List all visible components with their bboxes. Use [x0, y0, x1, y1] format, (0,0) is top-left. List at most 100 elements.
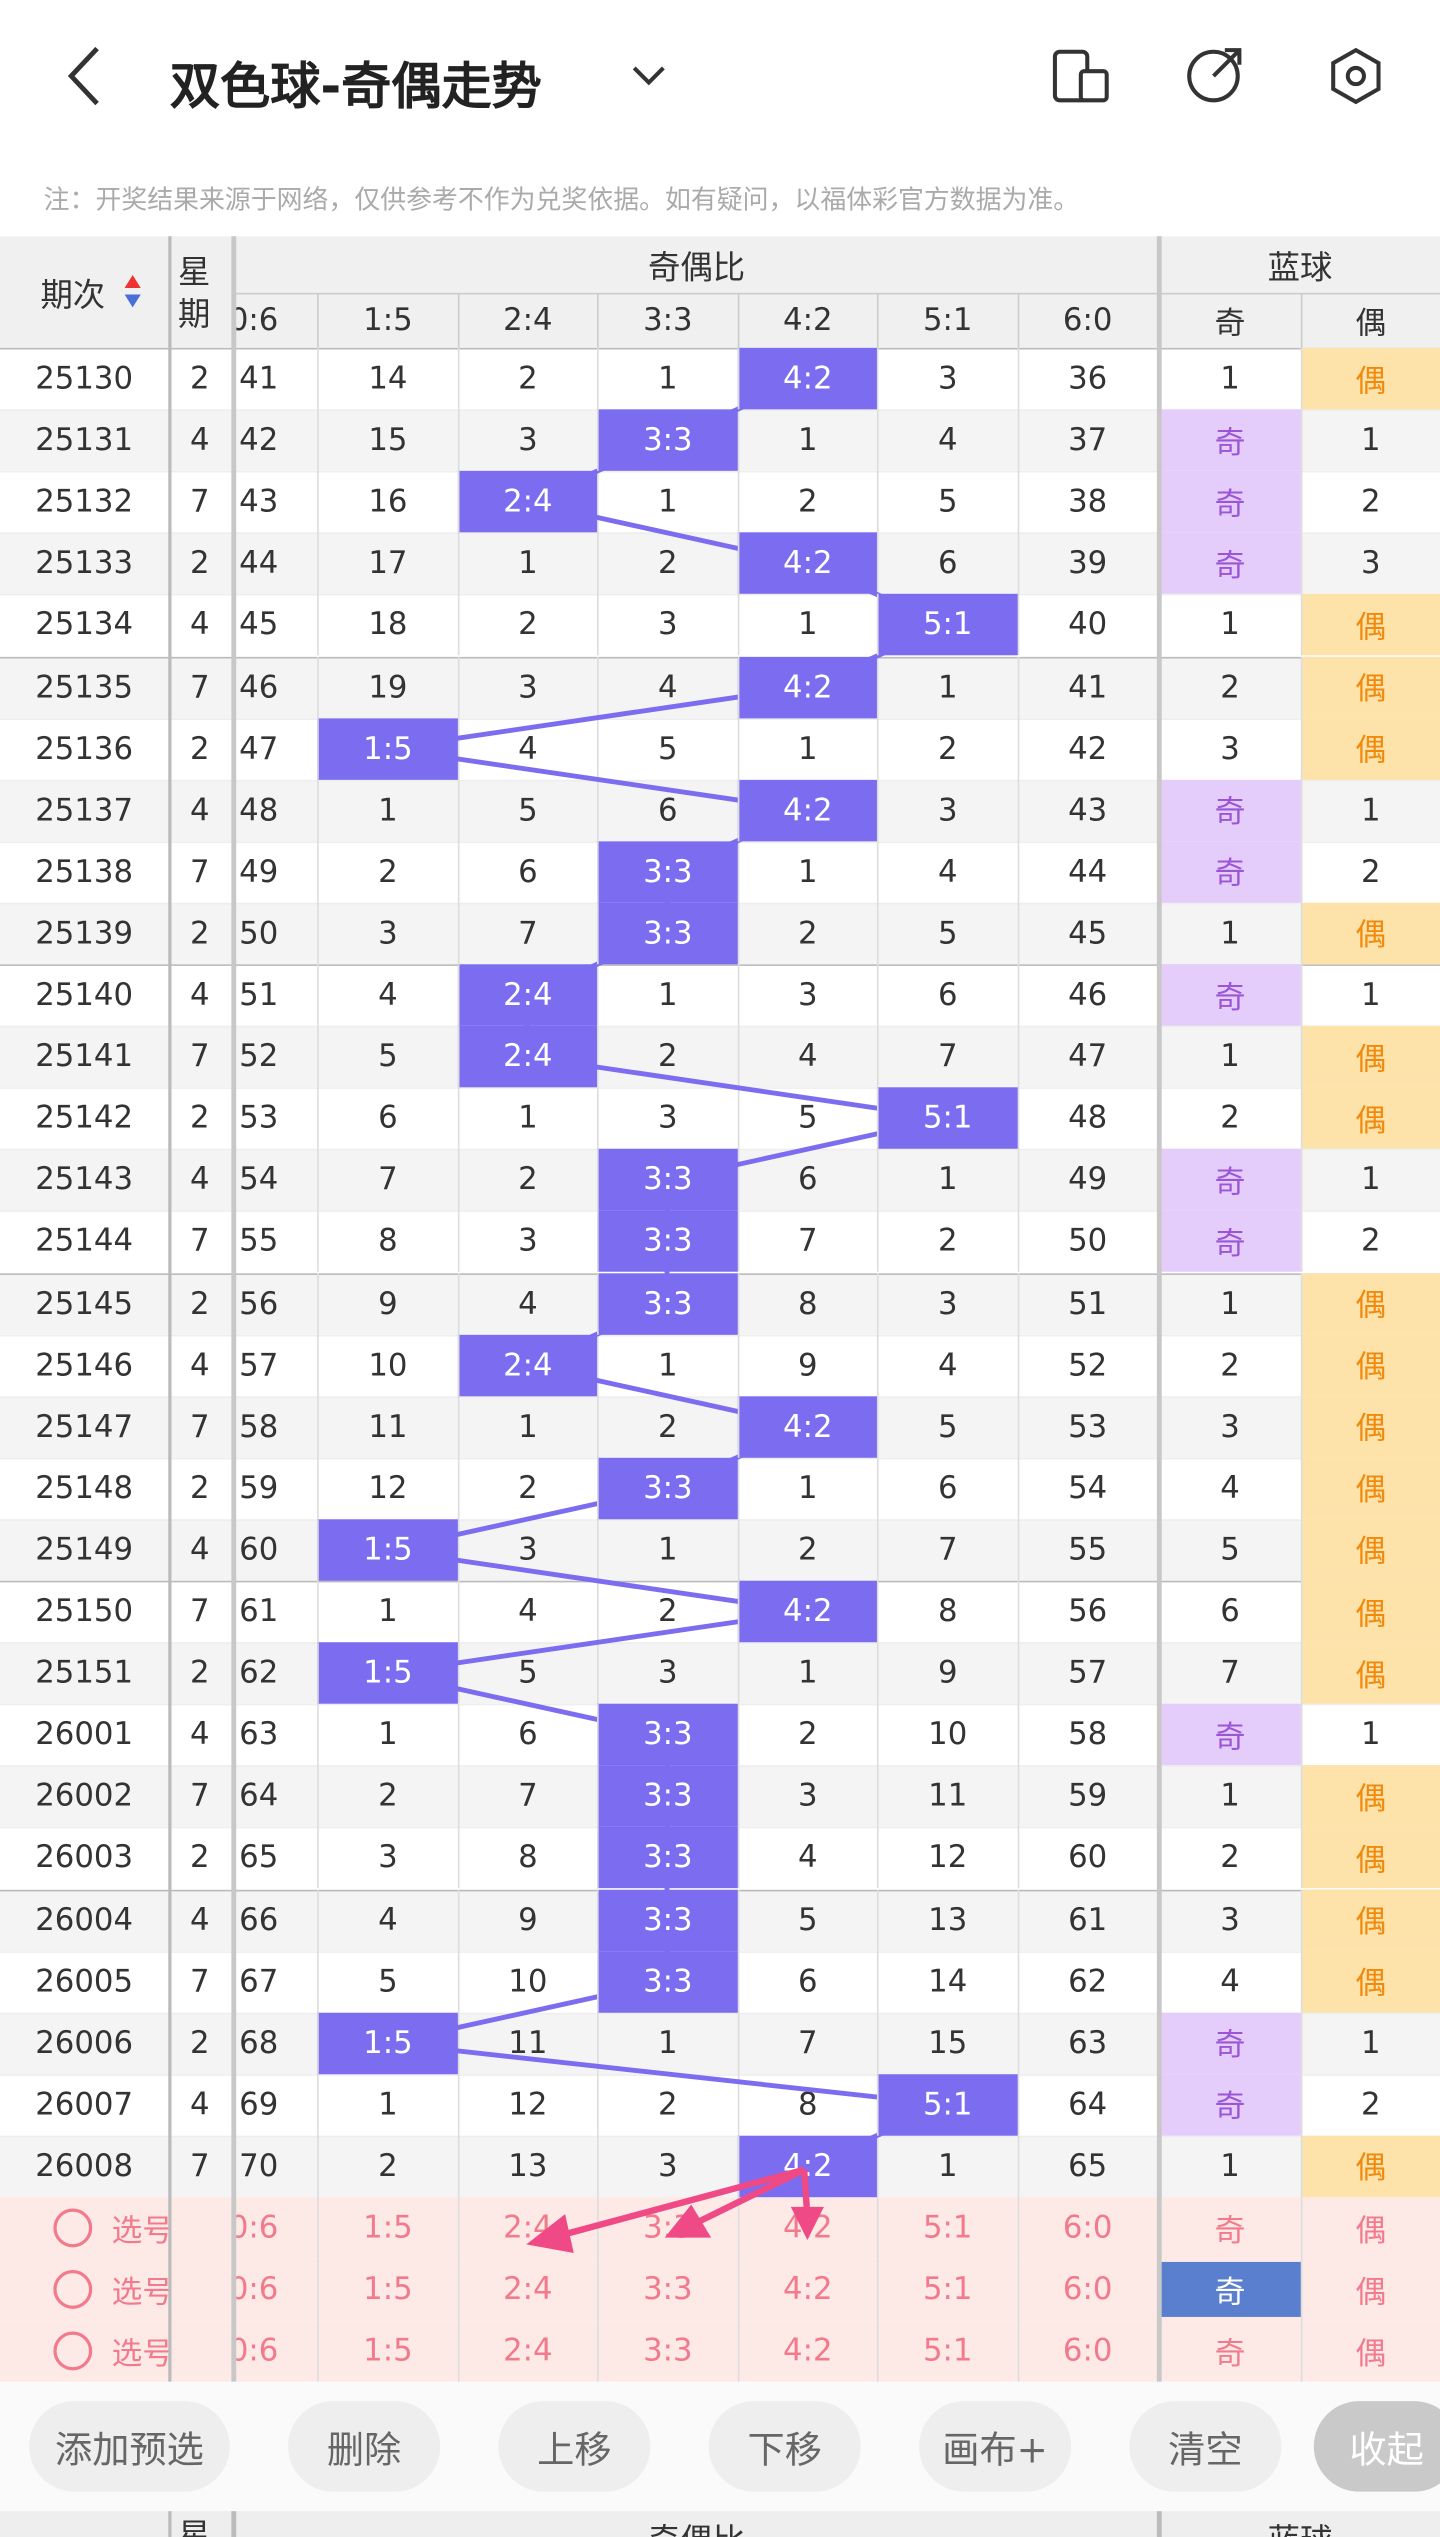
- weekday-cell: 4: [190, 1717, 210, 1753]
- ratio-miss-cell: 67: [239, 1963, 279, 2000]
- toolbar-button[interactable]: 删除: [288, 2401, 441, 2492]
- ratio-miss-cell: 13: [457, 2135, 597, 2198]
- ratio-miss-cell: 53: [1016, 1395, 1157, 1458]
- blue-miss-cell: 2: [1300, 471, 1440, 533]
- dropdown-button[interactable]: [632, 66, 665, 86]
- pick-blue-option[interactable]: 奇: [1214, 2335, 1246, 2372]
- pick-ratio-option[interactable]: 1:5: [317, 2320, 457, 2382]
- pick-blue-option[interactable]: 偶: [1300, 2320, 1440, 2382]
- pick-ratio-option[interactable]: 3:3: [597, 2258, 737, 2321]
- ratio-miss-cell: 5: [876, 902, 1017, 965]
- pick-ratio-option[interactable]: 1:5: [317, 2197, 457, 2259]
- pick-ratio-option[interactable]: 5:1: [876, 2197, 1017, 2259]
- pick-ratio-option[interactable]: 6:0: [1016, 2320, 1157, 2382]
- pick-ratio-option[interactable]: 5:1: [876, 2320, 1017, 2382]
- sort-icon[interactable]: [123, 272, 142, 311]
- blue-miss-cell: 7: [1220, 1655, 1240, 1692]
- ratio-miss-cell: 2: [597, 1580, 737, 1643]
- ratio-miss-cell: 49: [1016, 1149, 1157, 1211]
- pick-ratio-option[interactable]: 6:0: [1016, 2258, 1157, 2321]
- pick-ratio-option[interactable]: 2:4: [457, 2258, 597, 2321]
- issue-cell: 26008: [35, 2148, 134, 2185]
- ratio-miss-cell: 2: [597, 2073, 737, 2136]
- ratio-hit-cell: 3:3: [597, 1149, 737, 1211]
- ratio-miss-cell: 3: [317, 1827, 457, 1889]
- column-divider: [1156, 2511, 1162, 2537]
- pick-ratio-option[interactable]: 0:6: [236, 2271, 279, 2308]
- ratio-miss-cell: 6: [317, 1087, 457, 1150]
- ratio-miss-cell: 1: [876, 656, 1017, 718]
- pick-blue-selected[interactable]: 奇: [1160, 2261, 1301, 2317]
- pick-ratio-option[interactable]: 2:4: [457, 2320, 597, 2382]
- back-button[interactable]: [67, 46, 99, 106]
- toolbar-button[interactable]: 画布+: [919, 2401, 1072, 2492]
- pick-radio[interactable]: [53, 2270, 93, 2309]
- share-icon[interactable]: [1187, 49, 1240, 103]
- blue-miss-cell: 1: [1300, 1149, 1440, 1211]
- ratio-miss-cell: 6: [876, 1457, 1017, 1520]
- ratio-miss-cell: 63: [1016, 2012, 1157, 2074]
- settings-icon[interactable]: [1331, 47, 1381, 105]
- pick-ratio-option[interactable]: 3:3: [597, 2320, 737, 2382]
- ratio-miss-cell: 68: [239, 2025, 279, 2061]
- ratio-hit-cell: 5:1: [876, 594, 1017, 657]
- pick-ratio-option[interactable]: 1:5: [317, 2258, 457, 2321]
- ratio-miss-cell: 54: [239, 1162, 279, 1198]
- weekday-cell: 7: [190, 1963, 210, 2000]
- blue-hit-cell: 奇: [1160, 779, 1301, 841]
- ratio-miss-cell: 2: [317, 1765, 457, 1828]
- ratio-miss-cell: 9: [317, 1272, 457, 1335]
- pick-ratio-option[interactable]: 6:0: [1016, 2197, 1157, 2259]
- ratio-hit-cell: 4:2: [736, 779, 877, 841]
- row-bg: [0, 1642, 1440, 1705]
- ratio-miss-cell: 1: [736, 594, 877, 657]
- ratio-miss-cell: 19: [317, 656, 457, 718]
- ratio-column-header: 0:6: [236, 302, 279, 339]
- pick-label: 选号: [111, 2212, 174, 2249]
- ratio-miss-cell: 2: [736, 471, 877, 533]
- pick-blue-option[interactable]: 偶: [1300, 2258, 1440, 2321]
- ratio-miss-cell: 1: [736, 841, 877, 903]
- blue-hit-cell: 偶: [1300, 2135, 1440, 2198]
- ratio-miss-cell: 4: [317, 1888, 457, 1951]
- blue-miss-cell: 1: [1300, 2012, 1440, 2074]
- pick-blue-option[interactable]: 偶: [1300, 2197, 1440, 2259]
- toolbar-button[interactable]: 收起: [1313, 2401, 1440, 2492]
- ratio-column-header: 1:5: [317, 292, 457, 348]
- blue-miss-cell: 3: [1220, 1902, 1240, 1938]
- row-bg: [0, 1087, 1440, 1150]
- blue-hit-cell: 偶: [1300, 1642, 1440, 1705]
- ratio-miss-cell: 57: [1016, 1642, 1157, 1705]
- toolbar-button[interactable]: 下移: [708, 2401, 861, 2492]
- pick-row-bg: [0, 2320, 1440, 2382]
- blue-hit-cell: 偶: [1300, 1395, 1440, 1458]
- ratio-miss-cell: 15: [317, 409, 457, 472]
- ratio-miss-cell: 1: [457, 532, 597, 595]
- ratio-miss-cell: 59: [1016, 1765, 1157, 1828]
- ratio-miss-cell: 17: [317, 532, 457, 595]
- weekday-cell: 2: [190, 545, 210, 582]
- pick-radio[interactable]: [53, 2331, 93, 2371]
- pick-ratio-option[interactable]: 4:2: [736, 2320, 877, 2382]
- pick-radio[interactable]: [53, 2208, 93, 2248]
- blue-miss-cell: 6: [1220, 1593, 1240, 1630]
- blue-hit-cell: 偶: [1300, 1765, 1440, 1828]
- blue-hit-cell: 偶: [1300, 594, 1440, 657]
- toolbar-button[interactable]: 添加预选: [29, 2401, 230, 2492]
- ratio-miss-cell: 1: [597, 2012, 737, 2074]
- pick-ratio-option[interactable]: 0:6: [236, 2210, 279, 2246]
- blue-miss-cell: 1: [1220, 1038, 1240, 1075]
- toolbar-button[interactable]: 上移: [498, 2401, 651, 2492]
- pick-ratio-option[interactable]: 0:6: [236, 2333, 279, 2369]
- ratio-hit-cell: 2:4: [457, 1025, 598, 1088]
- issue-cell: 25133: [35, 545, 134, 582]
- ratio-miss-cell: 45: [239, 607, 279, 644]
- blue-miss-cell: 3: [1300, 532, 1440, 595]
- pick-ratio-option[interactable]: 5:1: [876, 2258, 1017, 2321]
- toolbar-button[interactable]: 清空: [1129, 2401, 1282, 2492]
- header-bg: [0, 236, 1440, 348]
- ratio-miss-cell: 64: [1016, 2073, 1157, 2136]
- pick-blue-option[interactable]: 奇: [1214, 2212, 1246, 2249]
- pick-ratio-option[interactable]: 4:2: [736, 2258, 877, 2321]
- issue-cell: 25150: [35, 1593, 134, 1630]
